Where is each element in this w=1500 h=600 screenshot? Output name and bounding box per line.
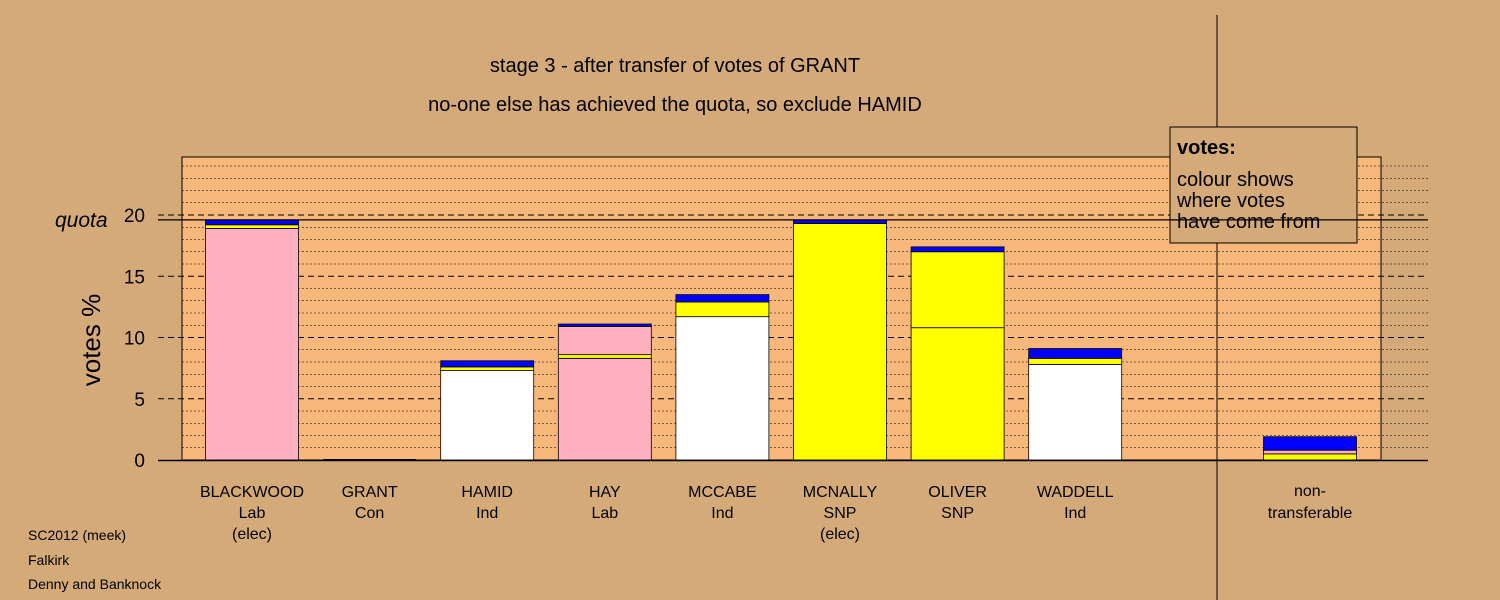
candidate-label: OLIVER	[928, 484, 987, 501]
bar-segment-hamid	[440, 360, 535, 368]
candidate-label: MCCABE	[688, 484, 756, 501]
footer-line: SC2012 (meek)	[28, 527, 126, 543]
bar-segment-mccabe	[675, 316, 770, 461]
bar-segment-hay	[557, 323, 652, 327]
y-tick-label: 0	[134, 451, 145, 472]
legend: votes: colour shows where votes have com…	[1169, 126, 1358, 244]
candidate-label: HAY	[589, 484, 621, 501]
bar-segment-waddell	[1028, 348, 1123, 359]
candidate-label: SNP	[824, 505, 857, 522]
nontransferable-label: transferable	[1268, 505, 1353, 522]
y-tick-label: 5	[134, 390, 145, 411]
grid	[158, 165, 1428, 448]
candidate-label: (elec)	[820, 526, 860, 543]
bar-segment-hay	[557, 326, 652, 356]
candidate-label: GRANT	[342, 484, 398, 501]
bar-segment-mcnally	[793, 223, 887, 461]
legend-box	[1169, 126, 1358, 244]
y-ticks: 0 5 10 15 20	[124, 206, 145, 472]
bar-segment-nontransferable	[1263, 449, 1357, 455]
candidate-label: SNP	[941, 505, 974, 522]
candidate-label: Lab	[239, 505, 266, 522]
bar-segment-mccabe	[675, 294, 770, 303]
bar-segment-waddell	[1028, 364, 1123, 461]
chart-title: stage 3 - after transfer of votes of GRA…	[490, 55, 860, 77]
candidate-label: Ind	[711, 505, 733, 522]
bar-segment-nontransferable	[1263, 436, 1357, 451]
y-tick-label: 20	[124, 206, 145, 227]
candidate-label: Ind	[1064, 505, 1086, 522]
legend-line: where votes	[1176, 190, 1285, 212]
bar-segment-hay	[557, 357, 652, 461]
bar-segment-oliver	[910, 246, 1005, 253]
candidate-label: HAMID	[461, 484, 513, 501]
bar-segment-oliver	[910, 251, 1005, 329]
legend-line: have come from	[1177, 211, 1320, 233]
nontransferable-label: non-	[1294, 483, 1326, 500]
bar-segment-oliver	[910, 327, 1005, 461]
bar-segment-blackwood	[205, 228, 299, 461]
chart-subtitle: no-one else has achieved the quota, so e…	[428, 94, 922, 116]
candidate-labels: BLACKWOOD Lab (elec) GRANT Con HAMID Ind HAY Lab…	[200, 483, 1352, 543]
y-tick-label: 10	[124, 329, 145, 350]
bar-segment-waddell	[1028, 357, 1123, 365]
legend-title: votes:	[1177, 137, 1236, 159]
bar-segment-blackwood	[205, 219, 299, 226]
candidate-label: (elec)	[232, 526, 272, 543]
legend-line: colour shows	[1177, 169, 1294, 191]
candidate-label: BLACKWOOD	[200, 484, 304, 501]
footer-line: Falkirk	[28, 552, 70, 568]
bar-segment-hamid	[440, 366, 535, 371]
bar-segment-hay	[557, 354, 652, 359]
y-tick-label: 15	[124, 267, 145, 288]
candidate-label: WADDELL	[1037, 484, 1114, 501]
bar-segment-hamid	[440, 370, 535, 461]
footer-line: Denny and Banknock	[28, 576, 162, 592]
bar-segment-mccabe	[675, 301, 770, 318]
candidate-label: Ind	[476, 505, 498, 522]
quota-label: quota	[55, 209, 108, 232]
candidate-label: Con	[355, 505, 384, 522]
candidate-label: MCNALLY	[803, 484, 878, 501]
y-axis-label: votes %	[76, 294, 106, 387]
candidate-label: Lab	[591, 505, 618, 522]
bar-segment-blackwood	[205, 224, 299, 229]
bar-segment-nontransferable	[1263, 453, 1357, 461]
